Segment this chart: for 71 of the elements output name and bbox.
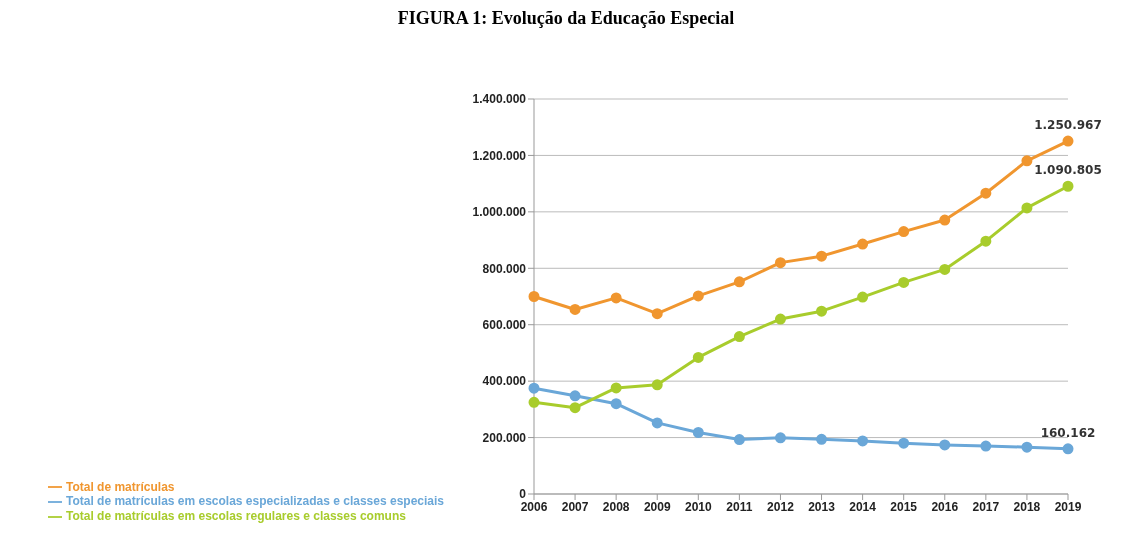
point [857, 291, 869, 303]
point [939, 263, 951, 275]
x-tick-label: 2006 [520, 499, 548, 514]
x-tick-label: 2017 [972, 499, 1000, 514]
point [980, 187, 992, 199]
point [816, 433, 828, 445]
point [939, 214, 951, 226]
y-tick-label: 200.000 [482, 430, 527, 445]
point [1021, 441, 1033, 453]
point [651, 308, 663, 320]
data-label: 1.250.967 [1034, 118, 1102, 133]
point [816, 250, 828, 262]
x-tick-label: 2016 [931, 499, 959, 514]
point [733, 331, 745, 343]
legend-label: Total de matrículas em escolas especializadas e classes especiais [66, 494, 444, 509]
point [898, 437, 910, 449]
y-tick-label: 1.200.000 [472, 148, 527, 163]
y-tick-label: 0 [519, 487, 527, 502]
point [569, 390, 581, 402]
data-label: 1.090.805 [1034, 163, 1102, 178]
point [774, 432, 786, 444]
point [1062, 180, 1074, 192]
x-tick-label: 2010 [684, 499, 712, 514]
point [898, 226, 910, 238]
point [610, 382, 622, 394]
point [610, 292, 622, 304]
point [1062, 443, 1074, 455]
point [569, 402, 581, 414]
point [816, 305, 828, 317]
point [528, 396, 540, 408]
point [980, 235, 992, 247]
point [857, 238, 869, 250]
y-tick-label: 600.000 [482, 317, 527, 332]
point [692, 290, 704, 302]
y-tick-label: 1.000.000 [472, 205, 527, 220]
point [692, 351, 704, 363]
chart-title: FIGURA 1: Evolução da Educação Especial [396, 8, 736, 29]
x-tick-label: 2011 [726, 499, 753, 514]
point [898, 276, 910, 288]
point [733, 276, 745, 288]
x-tick-label: 2014 [849, 499, 877, 514]
point [1021, 155, 1033, 167]
x-tick-label: 2007 [561, 499, 589, 514]
y-tick-label: 800.000 [482, 261, 527, 276]
x-tick-label: 2019 [1054, 499, 1082, 514]
point [1021, 202, 1033, 214]
x-tick-label: 2015 [890, 499, 918, 514]
x-tick-label: 2009 [643, 499, 671, 514]
point [774, 257, 786, 269]
point [774, 313, 786, 325]
point [692, 426, 704, 438]
x-tick-label: 2013 [808, 499, 836, 514]
x-tick-label: 2008 [602, 499, 630, 514]
point [980, 440, 992, 452]
legend-label: Total de matrículas em escolas regulares e classes comuns [66, 509, 406, 524]
legend-label: Total de matrículas [66, 479, 175, 494]
x-tick-label: 2012 [767, 499, 795, 514]
point [651, 417, 663, 429]
point [939, 439, 951, 451]
point [857, 435, 869, 447]
point [733, 434, 745, 446]
y-tick-label: 1.400.000 [472, 92, 527, 107]
point [610, 398, 622, 410]
data-label: 160.162 [1040, 425, 1096, 440]
point [569, 303, 581, 315]
x-tick-label: 2018 [1013, 499, 1041, 514]
point [528, 291, 540, 302]
point [651, 379, 663, 391]
y-tick-label: 400.000 [482, 374, 527, 389]
point [528, 382, 540, 394]
point [1062, 135, 1074, 147]
